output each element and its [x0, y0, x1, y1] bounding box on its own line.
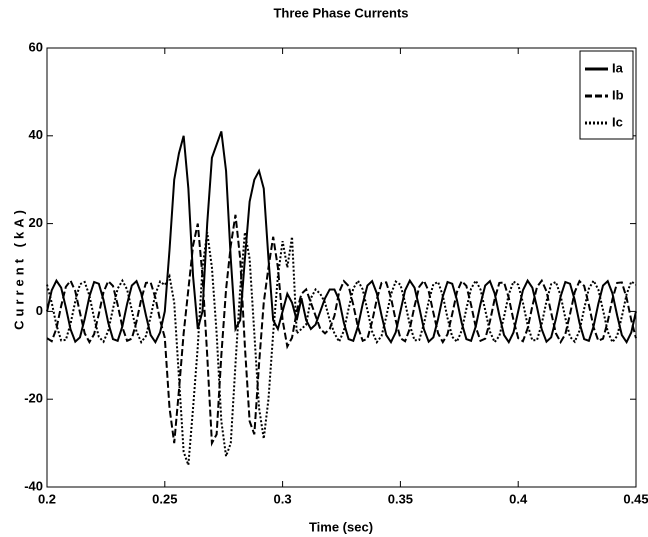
- y-tick-label: 0: [36, 303, 43, 318]
- x-axis-label: Time (sec): [309, 519, 373, 534]
- y-tick-label: 20: [29, 215, 43, 230]
- series-line: [46, 214, 637, 447]
- y-tick-label: 40: [29, 127, 43, 142]
- y-tick-label: -20: [24, 391, 43, 406]
- plot-frame: [46, 47, 637, 488]
- x-tick-label: 0.3: [274, 491, 292, 506]
- x-tick-label: 0.35: [388, 491, 413, 506]
- legend: Ia Ib Ic: [579, 50, 634, 140]
- legend-label: Ib: [612, 87, 624, 102]
- legend-label: Ia: [612, 60, 624, 75]
- legend-label: Ic: [612, 114, 623, 129]
- y-axis-label: Current (kA): [11, 206, 26, 330]
- series-line: [46, 131, 637, 345]
- x-tick-label: 0.4: [509, 491, 528, 506]
- x-tick-label: 0.25: [152, 491, 177, 506]
- x-tick-label: 0.2: [38, 491, 56, 506]
- x-tick-label: 0.45: [623, 491, 648, 506]
- series-line: [46, 232, 637, 466]
- y-tick-label: 60: [29, 39, 43, 54]
- y-tick-label: -40: [24, 478, 43, 493]
- chart-title: Three Phase Currents: [273, 5, 408, 20]
